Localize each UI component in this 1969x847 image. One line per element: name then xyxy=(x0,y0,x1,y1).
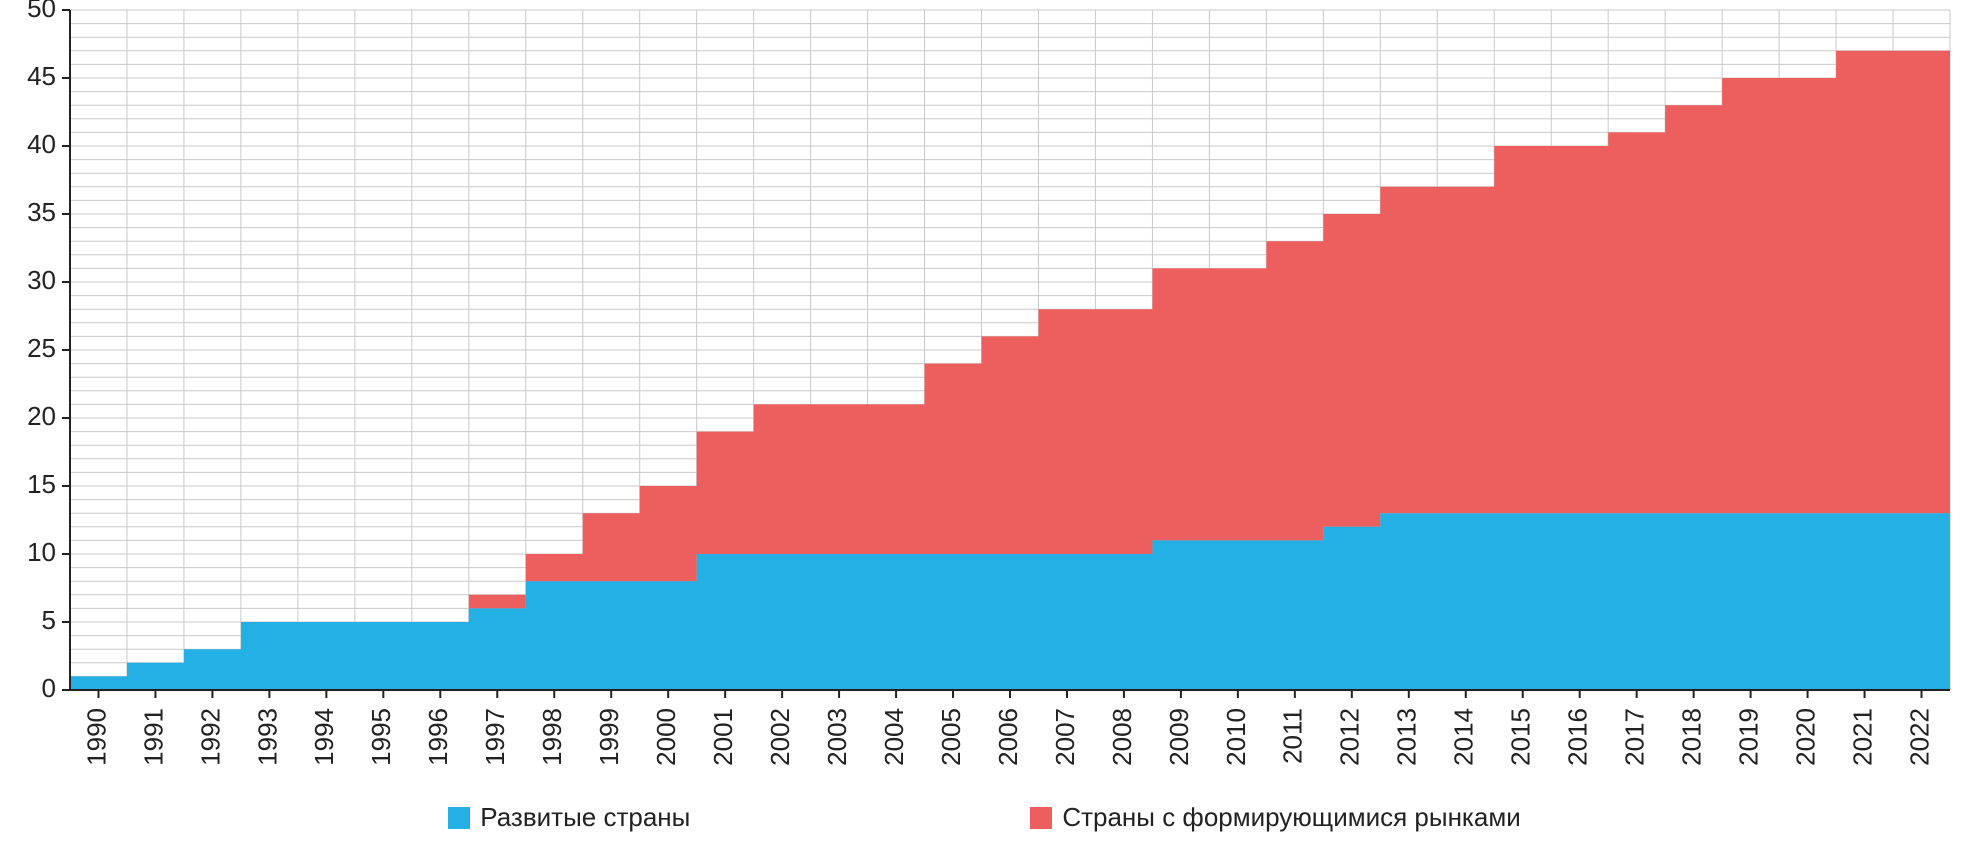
x-tick-label: 1996 xyxy=(423,708,453,766)
x-tick-label: 2018 xyxy=(1677,708,1707,766)
x-tick-label: 1994 xyxy=(309,708,339,766)
y-tick-label: 5 xyxy=(42,605,56,635)
x-tick-label: 2012 xyxy=(1335,708,1365,766)
legend-swatch xyxy=(448,807,470,829)
y-tick-label: 30 xyxy=(27,265,56,295)
x-tick-label: 2017 xyxy=(1620,708,1650,766)
x-tick-label: 2009 xyxy=(1164,708,1194,766)
legend-item-emerging: Страны с формирующимися рынками xyxy=(1030,802,1520,833)
x-tick-label: 2007 xyxy=(1050,708,1080,766)
x-tick-label: 2011 xyxy=(1278,708,1308,764)
chart-svg: 0 5 10 15 20 25 30 35 40 45 50 1990 1991 1992 1993 1994… xyxy=(0,0,1969,847)
x-tick-label: 2006 xyxy=(993,708,1023,766)
x-tick-label: 2001 xyxy=(708,708,738,766)
x-tick-label: 2003 xyxy=(822,708,852,766)
x-tick-label: 1993 xyxy=(252,708,282,766)
x-tick-label: 2008 xyxy=(1107,708,1137,766)
x-tick-label: 2004 xyxy=(879,708,909,766)
y-tick-label: 0 xyxy=(42,673,56,703)
legend-item-developed: Развитые страны xyxy=(448,802,690,833)
x-tick-label: 1999 xyxy=(594,708,624,766)
y-tick-label: 45 xyxy=(27,61,56,91)
series-group xyxy=(70,51,1950,690)
legend-label: Страны с формирующимися рынками xyxy=(1062,802,1520,833)
x-tick-label: 2014 xyxy=(1449,708,1479,766)
y-tick-label: 40 xyxy=(27,129,56,159)
chart-legend: Развитые страны Страны с формирующимися р… xyxy=(0,802,1969,833)
x-tick-label: 2010 xyxy=(1221,708,1251,766)
x-tick-label: 1991 xyxy=(138,708,168,766)
y-tick-label: 20 xyxy=(27,401,56,431)
x-tick-label: 1997 xyxy=(480,708,510,766)
x-tick-label: 2002 xyxy=(765,708,795,766)
x-tick-label: 2020 xyxy=(1790,708,1820,766)
x-tick-label: 2000 xyxy=(651,708,681,766)
x-tick-label: 1995 xyxy=(366,708,396,766)
stacked-area-chart: 0 5 10 15 20 25 30 35 40 45 50 1990 1991 1992 1993 1994… xyxy=(0,0,1969,847)
x-tick-label: 2021 xyxy=(1847,708,1877,766)
x-tick-label: 2016 xyxy=(1563,708,1593,766)
legend-swatch xyxy=(1030,807,1052,829)
y-tick-label: 50 xyxy=(27,0,56,23)
x-tick-label: 2022 xyxy=(1904,708,1934,766)
legend-label: Развитые страны xyxy=(480,802,690,833)
y-tick-label: 25 xyxy=(27,333,56,363)
y-tick-label: 10 xyxy=(27,537,56,567)
x-tick-label: 2005 xyxy=(936,708,966,766)
x-tick-label: 2013 xyxy=(1392,708,1422,766)
x-tick-label: 1998 xyxy=(537,708,567,766)
x-tick-label: 1992 xyxy=(195,708,225,766)
y-tick-label: 35 xyxy=(27,197,56,227)
x-tick-label: 2015 xyxy=(1506,708,1536,766)
y-tick-label: 15 xyxy=(27,469,56,499)
x-tick-label: 2019 xyxy=(1733,708,1763,766)
x-tick-label: 1990 xyxy=(81,708,111,766)
